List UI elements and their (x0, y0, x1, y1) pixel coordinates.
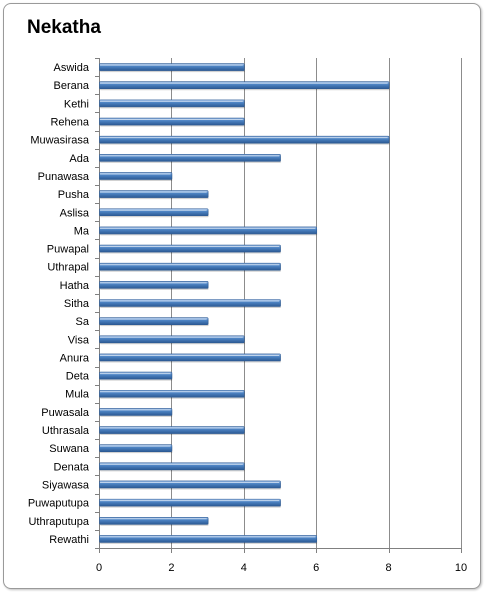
category-label: Ada (69, 153, 89, 165)
category-label: Hatha (60, 280, 90, 292)
category-label: Sitha (64, 298, 90, 310)
x-tick-label: 8 (386, 562, 392, 574)
category-label: Aswida (54, 62, 90, 74)
category-label: Deta (66, 371, 90, 383)
category-label: Denata (54, 461, 90, 473)
category-label: Punawasa (38, 171, 90, 183)
category-label: Siyawasa (42, 479, 90, 491)
category-label: Puwapal (47, 244, 89, 256)
category-label: Suwana (49, 443, 90, 455)
x-tick-label: 4 (241, 562, 247, 574)
category-label: Rewathi (49, 534, 89, 546)
category-label: Berana (54, 80, 90, 92)
category-labels: Aswida Berana Kethi Rehena Muwasirasa Ada Puna… (28, 62, 90, 546)
category-label: Ma (74, 225, 90, 237)
x-tick-labels: 0 2 4 6 8 10 (96, 562, 467, 574)
category-label: Pusha (58, 189, 90, 201)
x-tick-label: 6 (313, 562, 319, 574)
category-label: Puwaputupa (28, 498, 90, 510)
category-label: Uthraputupa (28, 516, 89, 528)
category-label: Sa (76, 316, 90, 328)
category-label: Anura (60, 352, 90, 364)
category-label: Aslisa (60, 207, 90, 219)
category-label: Visa (68, 334, 90, 346)
bars (99, 63, 390, 544)
category-label: Uthrasala (42, 425, 90, 437)
category-label: Mula (65, 389, 90, 401)
x-tick-label: 0 (96, 562, 102, 574)
category-label: Uthrapal (47, 262, 89, 274)
chart-title: Nekatha (27, 17, 101, 38)
category-label: Puwasala (41, 407, 90, 419)
x-tick-label: 10 (455, 562, 467, 574)
category-label: Muwasirasa (30, 135, 90, 147)
category-label: Rehena (50, 117, 89, 129)
category-label: Kethi (64, 98, 89, 110)
x-tick-label: 2 (168, 562, 174, 574)
